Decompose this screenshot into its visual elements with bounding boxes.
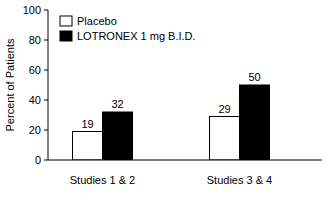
y-tick	[44, 130, 48, 131]
legend-label: Placebo	[77, 15, 117, 27]
y-tick	[44, 70, 48, 71]
legend-label: LOTRONEX 1 mg B.I.D.	[77, 30, 196, 42]
y-axis-label: Percent of Patients	[4, 38, 16, 131]
chart: 19 29 32 50 0 20 40 60 80 100 Studies 1 & 2 Studies…	[0, 0, 330, 200]
x-axis	[48, 160, 322, 161]
y-tick	[44, 10, 48, 11]
y-tick-label: 60	[29, 64, 41, 76]
legend-swatch	[60, 16, 72, 26]
data-label: 50	[248, 71, 260, 83]
y-tick	[44, 160, 48, 161]
bar	[73, 132, 103, 161]
y-axis	[48, 10, 49, 160]
data-label: 19	[81, 118, 93, 130]
y-tick-label: 0	[35, 154, 41, 166]
bar	[103, 112, 133, 160]
data-labels: 19 29 32 50	[81, 71, 260, 130]
y-tick-label: 100	[23, 4, 41, 16]
bar	[240, 85, 270, 160]
y-tick-label: 40	[29, 94, 41, 106]
y-tick-label: 20	[29, 124, 41, 136]
legend: Placebo LOTRONEX 1 mg B.I.D.	[60, 15, 196, 42]
data-label: 32	[111, 98, 123, 110]
y-tick-label: 80	[29, 34, 41, 46]
y-tick	[44, 100, 48, 101]
x-tick-label: Studies 1 & 2	[70, 174, 135, 186]
y-tick	[44, 40, 48, 41]
x-tick-label: Studies 3 & 4	[207, 174, 272, 186]
data-label: 29	[218, 103, 230, 115]
bars	[73, 85, 270, 160]
bar	[210, 117, 240, 161]
legend-swatch	[60, 31, 72, 41]
